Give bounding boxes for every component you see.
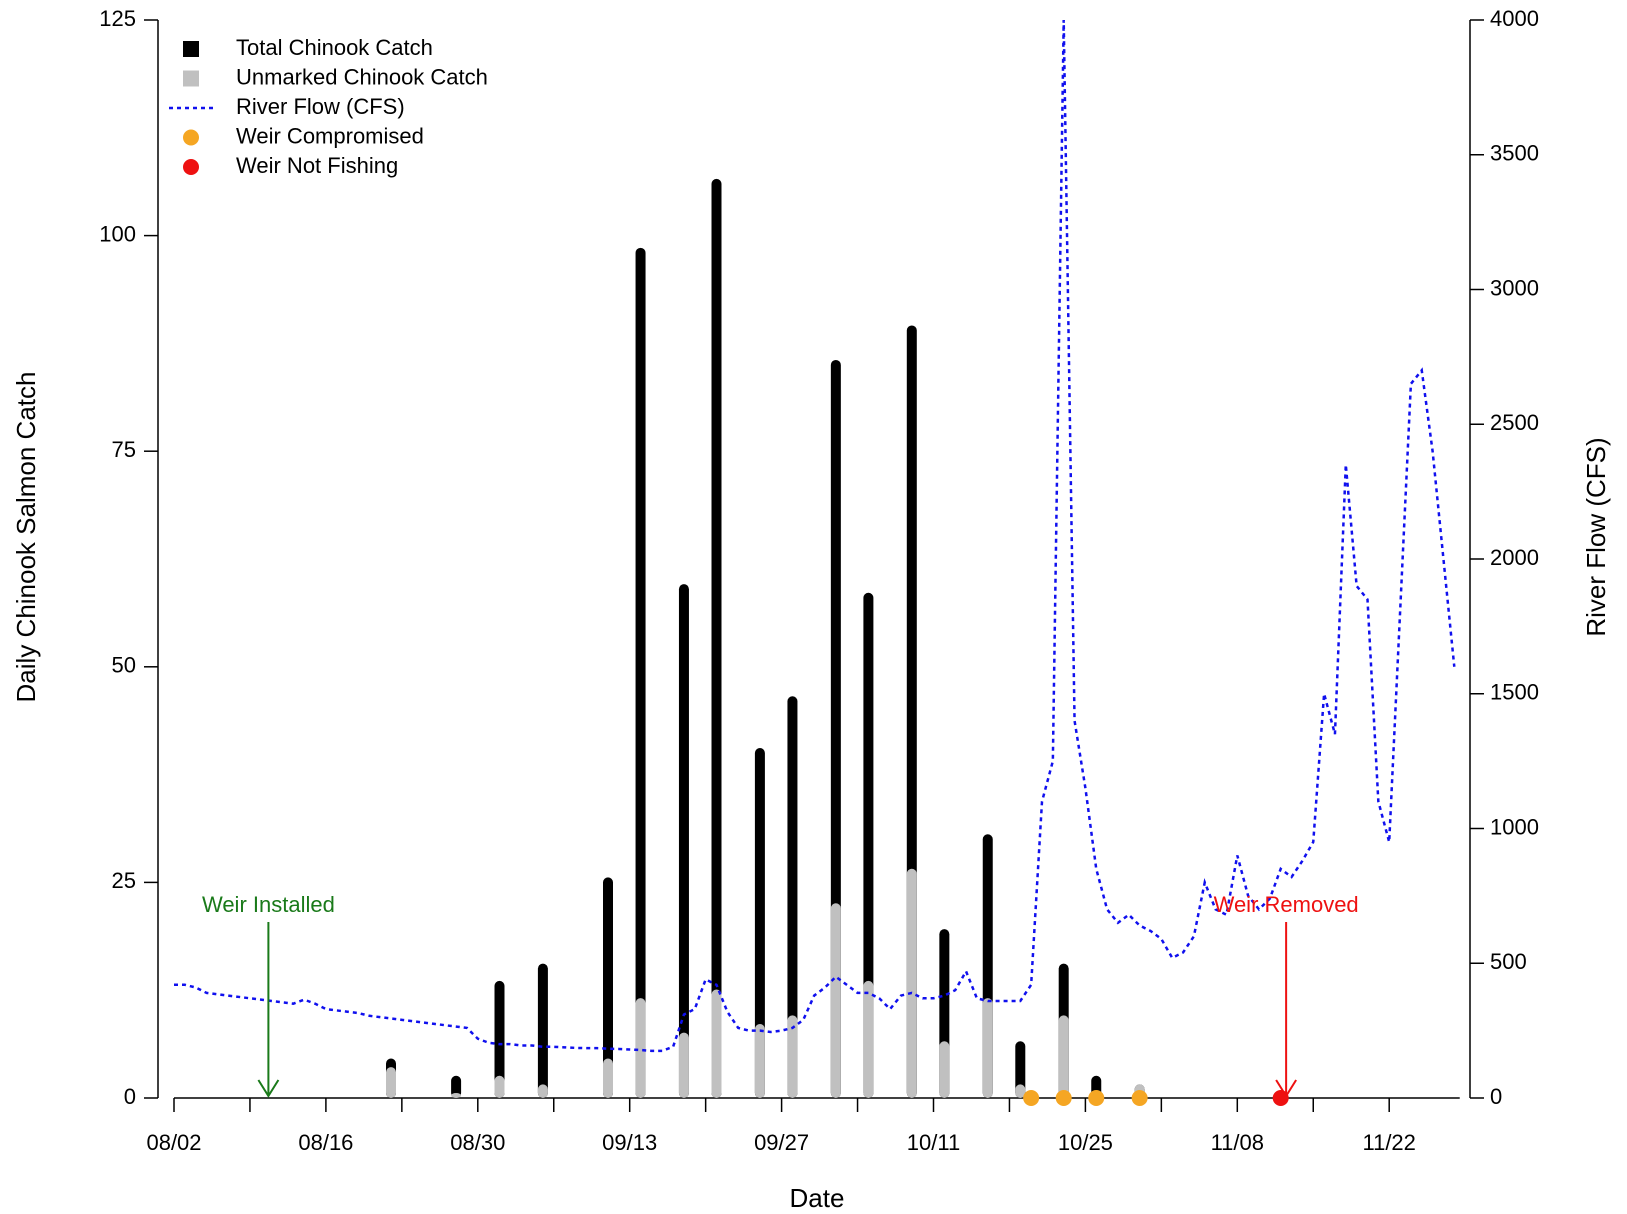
bar	[494, 980, 505, 1098]
bar	[537, 1084, 548, 1098]
x-tick-label: 11/08	[1211, 1130, 1264, 1155]
x-tick-label: 11/22	[1362, 1130, 1415, 1155]
legend-swatch	[183, 41, 199, 57]
x-tick-label: 10/11	[907, 1130, 960, 1155]
legend-label: Weir Not Fishing	[236, 153, 398, 178]
point	[1131, 1090, 1148, 1106]
bar	[1015, 1084, 1026, 1098]
point	[1055, 1090, 1072, 1106]
y2-tick-label: 2500	[1490, 410, 1539, 435]
annotation-label: Weir Installed	[202, 892, 335, 917]
annotation-arrowhead	[257, 1079, 280, 1098]
bar	[787, 696, 798, 1098]
y-tick-label: 25	[112, 868, 136, 893]
bar	[451, 1093, 462, 1098]
y2-tick-label: 3500	[1490, 141, 1539, 166]
y2-axis-label: River Flow (CFS)	[1581, 437, 1611, 636]
y2-tick-label: 1500	[1490, 680, 1539, 705]
legend-label: River Flow (CFS)	[236, 94, 405, 119]
y-tick-label: 100	[99, 221, 136, 246]
bar	[678, 1032, 689, 1098]
y2-tick-label: 2000	[1490, 545, 1539, 570]
bar	[603, 877, 613, 1098]
bar	[787, 1015, 798, 1098]
bar	[1058, 1015, 1069, 1098]
legend-swatch	[183, 129, 199, 146]
point	[1023, 1090, 1040, 1106]
y-tick-label: 50	[112, 653, 136, 678]
y-tick-label: 125	[99, 6, 136, 31]
bar	[603, 1058, 613, 1098]
x-tick-label: 09/27	[754, 1130, 809, 1155]
bar	[754, 1024, 765, 1098]
bar	[863, 592, 874, 1098]
bar	[678, 584, 689, 1098]
legend-label: Unmarked Chinook Catch	[236, 64, 488, 89]
legend-label: Total Chinook Catch	[236, 35, 433, 60]
y-tick-label: 0	[124, 1084, 136, 1109]
y-axis-label: Daily Chinook Salmon Catch	[11, 372, 41, 703]
bar	[939, 1041, 950, 1098]
point	[1088, 1090, 1105, 1106]
legend-swatch	[183, 70, 199, 87]
flow-line	[174, 19, 1456, 1053]
bar	[635, 998, 646, 1098]
y-tick-label: 75	[112, 437, 136, 462]
bar	[982, 998, 993, 1098]
point	[1272, 1090, 1289, 1106]
x-tick-label: 09/13	[602, 1130, 657, 1155]
bar	[1015, 1041, 1026, 1098]
y2-tick-label: 0	[1490, 1084, 1502, 1109]
x-tick-label: 10/25	[1058, 1130, 1113, 1155]
bar	[711, 989, 722, 1098]
bar	[830, 903, 841, 1098]
annotation-label: Weir Removed	[1214, 892, 1359, 917]
x-tick-label: 08/16	[298, 1130, 353, 1155]
legend-swatch	[183, 159, 199, 175]
y2-tick-label: 4000	[1490, 6, 1539, 31]
x-axis-label: Date	[790, 1183, 845, 1213]
legend-label: Weir Compromised	[236, 123, 424, 148]
x-tick-label: 08/02	[146, 1130, 201, 1155]
y2-tick-label: 3000	[1490, 275, 1539, 300]
bar	[754, 748, 765, 1098]
bar	[494, 1075, 505, 1098]
bar	[906, 868, 917, 1098]
bar	[386, 1067, 396, 1098]
bar	[635, 247, 646, 1098]
y2-tick-label: 1000	[1490, 814, 1539, 839]
bar	[537, 963, 548, 1098]
bar	[451, 1075, 462, 1098]
x-tick-label: 08/30	[450, 1130, 505, 1155]
y2-tick-label: 500	[1490, 949, 1527, 974]
bar	[711, 178, 722, 1098]
bar	[863, 980, 874, 1098]
